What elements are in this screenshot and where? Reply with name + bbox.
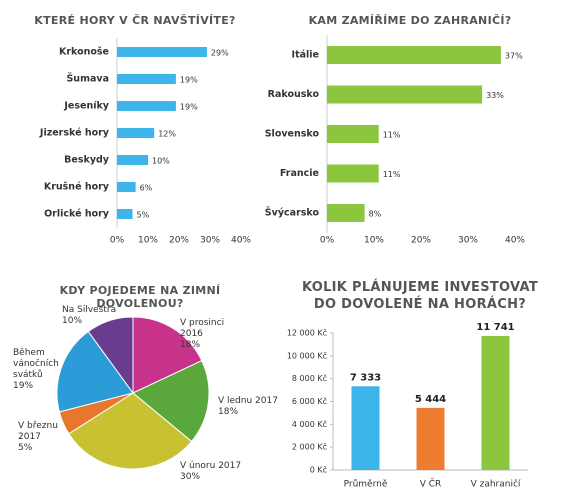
x-tick-label: 0% [110,236,125,246]
bar [327,125,379,143]
slice-category: V lednu 2017 [218,396,278,406]
value-label: 5% [137,211,150,220]
value-label: 8% [369,210,382,219]
x-tick-label: V ČR [420,478,442,490]
slice-value: 5% [18,443,33,453]
pie-slice [132,316,203,394]
y-tick-label: 8 000 Kč [292,373,327,383]
value-label: 11 741 [476,322,514,333]
slice-label: V lednu 2017 18% [218,396,298,418]
category-label: Slovensko [265,129,320,140]
x-tick-label: 40% [231,236,251,246]
pie-slice [56,330,134,413]
bar [327,164,379,183]
pie-slice [87,316,134,395]
slice-value: 10% [62,316,83,326]
value-label: 7 333 [350,372,381,383]
slice-category: V prosinci 2016 [180,318,225,339]
x-tick-label: V zahraničí [471,479,521,490]
slice-category: V březnu 2017 [18,421,58,442]
x-tick-label: 10% [364,236,384,246]
chart-title: KAM ZAMÍŘÍME DO ZAHRANIČÍ? [308,14,512,27]
slice-label: Během vánočních svátků 19% [13,348,68,392]
value-label: 12% [158,130,176,139]
value-label: 6% [140,184,153,193]
value-label: 11% [383,170,401,179]
category-label: Krkonoše [59,47,109,58]
bar [117,74,176,84]
y-tick-label: 12 000 Kč [287,328,327,338]
x-tick-label: 20% [169,236,189,246]
x-tick-label: 20% [411,236,431,246]
value-label: 11% [383,131,401,140]
value-label: 19% [180,103,198,112]
category-label: Orlické hory [44,209,110,220]
chart-title: KOLIK PLÁNUJEME INVESTOVAT DO DOVOLENÉ N… [301,280,539,312]
category-label: Jeseníky [63,101,109,112]
x-tick-label: 10% [138,236,158,246]
x-tick-label: Průměrně [344,479,388,490]
category-label: Krušné hory [44,182,110,193]
slice-value: 18% [180,340,201,350]
value-label: 29% [211,49,229,58]
bar [327,46,501,64]
y-tick-label: 0 Kč [310,465,327,475]
value-label: 10% [152,157,170,166]
bar [481,335,510,470]
y-tick-label: 2 000 Kč [292,442,327,452]
chart-title: KTERÉ HORY V ČR NAVŠTÍVÍTE? [34,14,236,27]
value-label: 33% [486,91,504,100]
slice-label: Na Silvestra 10% [62,305,132,327]
category-label: Rakousko [268,89,320,100]
category-label: Itálie [292,50,319,61]
category-label: Francie [280,168,319,179]
bar [117,47,207,57]
bar [117,155,148,165]
slice-value: 19% [13,381,34,391]
slice-category: V únoru 2017 [180,461,242,471]
slice-category: Během vánočních svátků [13,348,59,380]
x-tick-label: 30% [458,236,478,246]
bar [117,101,176,111]
bar [327,85,483,104]
slice-label: V prosinci 2016 18% [180,318,235,351]
y-tick-label: 10 000 Kč [287,350,327,360]
x-tick-label: 40% [505,236,525,246]
category-label: Jizerské hory [39,128,110,139]
bar [327,204,365,222]
value-label: 5 444 [415,394,446,405]
slice-category: Na Silvestra [62,305,117,315]
slice-label: V březnu 2017 5% [18,421,63,454]
bar [117,182,136,192]
slice-value: 18% [218,407,239,417]
bar [117,209,133,219]
bar [117,128,155,138]
chart-title: KDY POJEDEME NA ZIMNÍ DOVOLENOU? [59,284,221,310]
pie-slice [132,359,210,443]
bar [416,407,445,470]
x-tick-label: 0% [320,236,335,246]
value-label: 19% [180,76,198,85]
bar [351,386,380,470]
y-tick-label: 6 000 Kč [292,396,327,406]
slice-value: 30% [180,472,201,482]
category-label: Švýcarsko [265,207,320,219]
slice-label: V únoru 2017 30% [180,461,260,483]
pie-slice [68,392,193,470]
category-label: Šumava [66,73,109,85]
x-tick-label: 30% [200,236,220,246]
y-tick-label: 4 000 Kč [292,419,327,429]
value-label: 37% [505,52,523,61]
category-label: Beskydy [64,155,110,166]
